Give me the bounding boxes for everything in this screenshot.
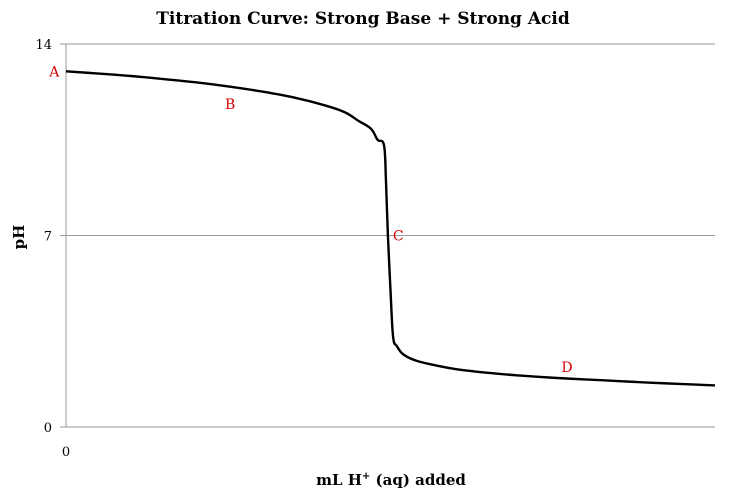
x-axis-label: mL H+ (aq) added bbox=[316, 471, 466, 489]
x-axis-label-suffix: (aq) added bbox=[370, 471, 466, 489]
x-axis-label-main: mL H bbox=[316, 471, 362, 489]
chart-title: Titration Curve: Strong Base + Strong Ac… bbox=[156, 9, 570, 29]
point-label-b: B bbox=[225, 97, 235, 113]
y-tick-label-0: 0 bbox=[44, 421, 52, 436]
point-label-a: A bbox=[48, 64, 60, 80]
point-label-c: C bbox=[393, 229, 404, 245]
point-label-d: D bbox=[561, 360, 572, 376]
y-tick-label-7: 7 bbox=[44, 230, 52, 245]
y-tick-label-14: 14 bbox=[35, 38, 52, 53]
point-annotations: A B C D bbox=[48, 64, 572, 375]
y-axis-label: pH bbox=[10, 225, 28, 250]
x-axis-label-superscript: + bbox=[362, 471, 370, 482]
titration-curve-line bbox=[65, 70, 716, 387]
tick-labels: 0 7 14 0 bbox=[35, 38, 70, 460]
x-tick-label-0: 0 bbox=[62, 445, 70, 460]
